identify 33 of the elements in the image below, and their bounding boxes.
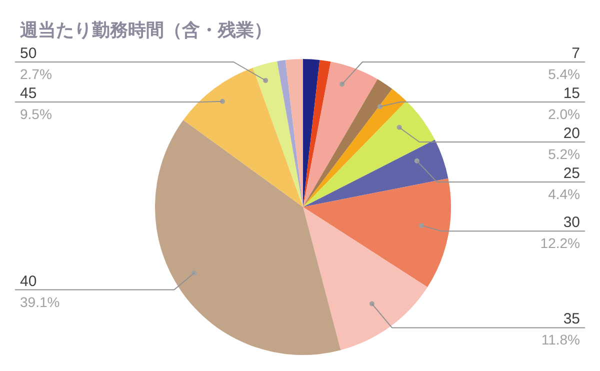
data-label: 5.4% bbox=[548, 66, 580, 82]
data-label: 39.1% bbox=[20, 294, 60, 310]
slice-label: 15 bbox=[563, 85, 580, 102]
slice-label: 7 bbox=[572, 45, 580, 62]
slice-label: 50 bbox=[20, 45, 37, 62]
pie-slice bbox=[303, 60, 331, 207]
data-label: 2.0% bbox=[548, 106, 580, 122]
pie-slice bbox=[285, 59, 303, 207]
chart-title: 週当たり勤務時間（含・残業） bbox=[20, 19, 272, 42]
pie-slice bbox=[303, 140, 448, 207]
pie-slice bbox=[277, 60, 303, 207]
pie-slice bbox=[303, 62, 378, 207]
data-label: 4.4% bbox=[548, 186, 580, 202]
data-label: 5.2% bbox=[548, 146, 580, 162]
pie-slice bbox=[303, 178, 451, 288]
pie-slice bbox=[303, 101, 435, 207]
pie-slice bbox=[252, 61, 303, 207]
slice-label: 35 bbox=[563, 310, 580, 328]
slice-label: 20 bbox=[563, 125, 580, 142]
data-label: 11.8% bbox=[541, 332, 580, 348]
data-label: 2.7% bbox=[20, 66, 52, 82]
pie-slice bbox=[303, 79, 392, 207]
slice-label: 45 bbox=[20, 85, 37, 102]
pie-slice bbox=[183, 68, 303, 207]
slice-label: 40 bbox=[20, 272, 37, 290]
data-label: 9.5% bbox=[20, 106, 52, 122]
pie-slice bbox=[303, 207, 428, 350]
slice-label: 30 bbox=[563, 214, 580, 232]
pie-slice bbox=[155, 120, 341, 355]
pie-slice bbox=[303, 59, 320, 207]
slice-label: 25 bbox=[563, 165, 580, 182]
pie-slice bbox=[303, 88, 406, 207]
data-label: 12.2% bbox=[540, 235, 580, 252]
